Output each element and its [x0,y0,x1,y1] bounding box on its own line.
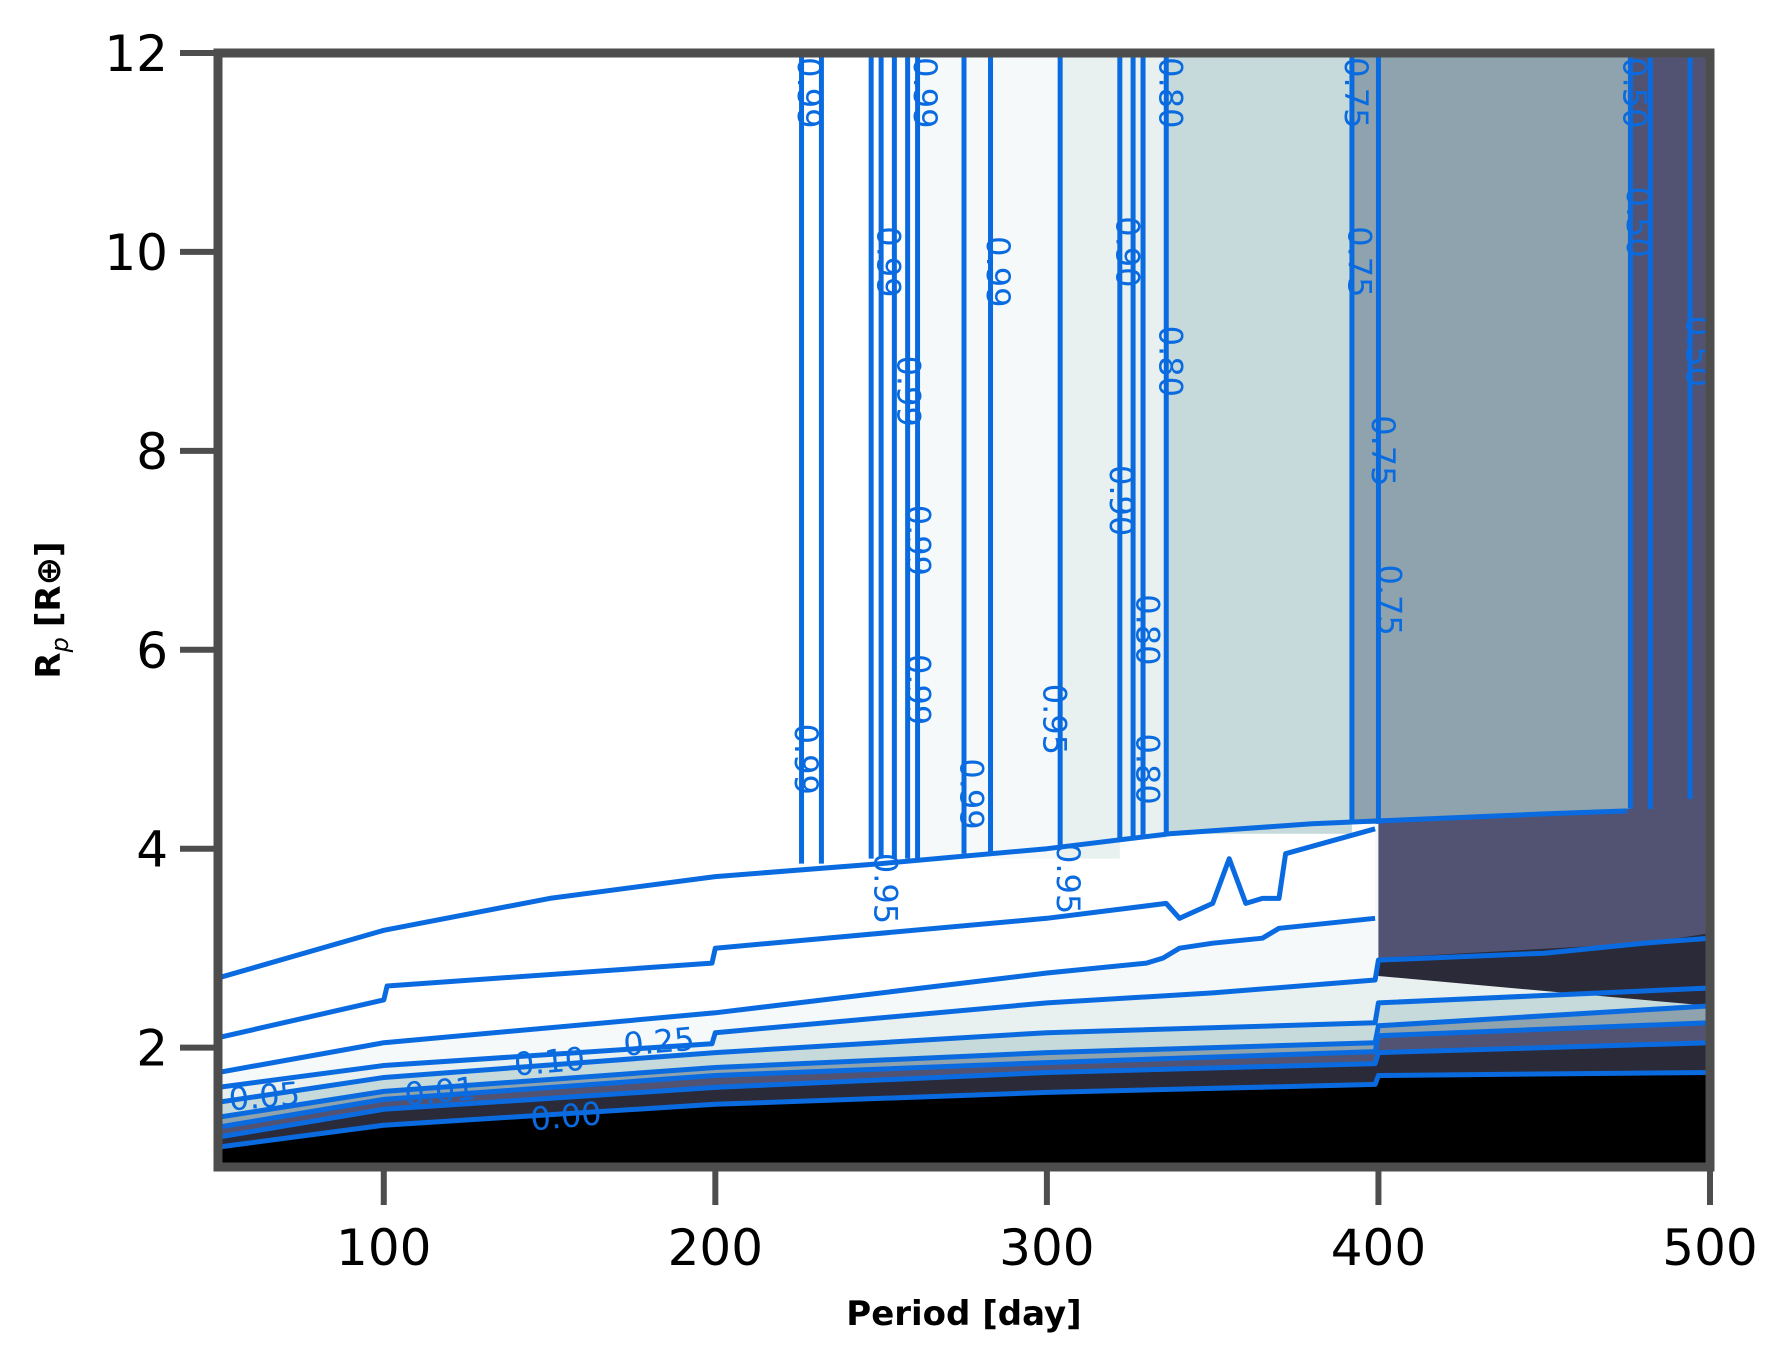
contour-label: 0.99 [979,236,1017,307]
contour-label: 0.95 [866,853,904,924]
contour-label-group: 0.99 [890,356,928,427]
upper-region-fill [1351,53,1631,824]
contour-label-group: 0.10 [512,1040,586,1084]
axes-layer [213,48,1715,1172]
contour-line [218,985,1710,1105]
contour-label-group: 0.75 [1337,57,1375,128]
contour-label-group: 0.25 [622,1020,696,1064]
x-tick-label: 500 [1662,1219,1757,1277]
contour-label: 0.99 [790,57,828,128]
contour-label-group: 0.99 [900,505,938,576]
contour-label-layer: 0.00 0.01 0.05 0.10 0.25 0.99 0.99 0.99 0.99 0.99… [227,57,1717,1138]
contour-label: 0.95 [1036,684,1074,755]
contour-label: 0.75 [1370,564,1408,635]
upper-region-fill [1630,53,1710,809]
y-axis-title-sub: p [46,637,74,653]
contour-label-group: 0.01 [403,1069,477,1113]
contour-label-group: 0.05 [227,1074,301,1118]
contour-label: 0.75 [1337,57,1375,128]
x-tick-label: 300 [999,1219,1094,1277]
x-tick-label: 400 [1331,1219,1426,1277]
contour-label: 0.80 [1128,594,1166,665]
y-axis-title: Rp [R⊕] [29,541,74,678]
contour-label-group: 0.50 [1616,57,1654,128]
upper-region-fill [1166,53,1352,834]
contour-label-group: 0.75 [1370,564,1408,635]
y-tick-label: 8 [136,423,168,481]
contour-label: 0.05 [227,1074,301,1118]
contour-label-group: 0.80 [1152,326,1190,397]
contour-label: 0.99 [900,654,938,725]
contour-line [218,826,1376,1041]
contour-label-group: 0.99 [979,236,1017,307]
contour-label-group: 0.75 [1364,415,1402,486]
contour-label: 0.50 [1679,316,1717,387]
contour-label-group: 0.80 [1128,733,1166,804]
contour-label-group: 0.90 [1102,465,1140,536]
contour-label: 0.50 [1619,186,1657,257]
x-tick-label: 100 [336,1219,431,1277]
contour-line [218,1070,1710,1150]
contour-label: 0.99 [870,226,908,297]
contour-label-group: 0.95 [866,853,904,924]
contour-label-group: 0.50 [1679,316,1717,387]
contour-label: 0.99 [890,356,928,427]
contour-line [218,915,1376,1075]
y-axis-title-main: R [29,652,69,678]
y-tick-label: 6 [136,622,168,680]
contour-label-group: 0.99 [790,57,828,128]
y-tick-label: 10 [104,224,168,282]
upper-region-fill [1060,53,1120,859]
contour-label: 0.80 [1152,57,1190,128]
contour-label: 0.99 [906,57,944,128]
contour-label-group: 0.99 [870,226,908,297]
contour-label: 0.80 [1152,326,1190,397]
x-tick-label: 200 [668,1219,763,1277]
contour-label-group: 0.95 [1036,684,1074,755]
y-axis-title-unit: [R⊕] [29,541,69,627]
contour-line [218,1040,1710,1140]
axes-frame [213,48,1715,1172]
contour-line-layer [218,53,1710,1150]
y-tick-label: 12 [104,25,168,83]
contour-label-group: 0.50 [1619,186,1657,257]
contour-label: 0.00 [529,1094,603,1138]
contour-line [218,808,1628,981]
contour-label-group: 0.80 [1128,594,1166,665]
y-tick-label: 4 [136,821,168,879]
contour-label-group: 0.99 [906,57,944,128]
contour-label-group: 0.95 [1049,843,1087,914]
contour-label: 0.75 [1364,415,1402,486]
contour-label: 0.25 [622,1020,696,1064]
contour-label: 0.95 [1049,843,1087,914]
contour-label: 0.90 [1102,465,1140,536]
contour-label-group: 0.99 [900,654,938,725]
tick-layer: 100 200 300 400 500 2 4 6 8 10 12 [104,25,1757,1277]
fill-band-right-dark [1378,933,1710,1006]
contour-line [218,935,1710,1090]
contour-label-group: 0.90 [1109,216,1147,287]
fill-band-right-lower [1378,799,1710,961]
contour-label-group: 0.75 [1341,226,1379,297]
contour-label: 0.50 [1616,57,1654,128]
contour-label: 0.10 [512,1040,586,1084]
contour-label-group: 0.80 [1152,57,1190,128]
contour-label-group: 0.99 [787,724,825,795]
contour-label: 0.99 [900,505,938,576]
upper-region-fill [920,53,991,859]
contour-label: 0.75 [1341,226,1379,297]
contour-label: 0.01 [403,1069,477,1113]
contour-line [218,1003,1710,1120]
contour-label: 0.99 [953,758,991,829]
x-axis-title: Period [day] [846,1294,1081,1334]
contour-label: 0.80 [1128,733,1166,804]
contour-label: 0.99 [787,724,825,795]
contour-label: 0.90 [1109,216,1147,287]
contour-label-group: 0.99 [953,758,991,829]
y-tick-label: 2 [136,1020,168,1078]
contour-label-group: 0.00 [529,1094,603,1138]
